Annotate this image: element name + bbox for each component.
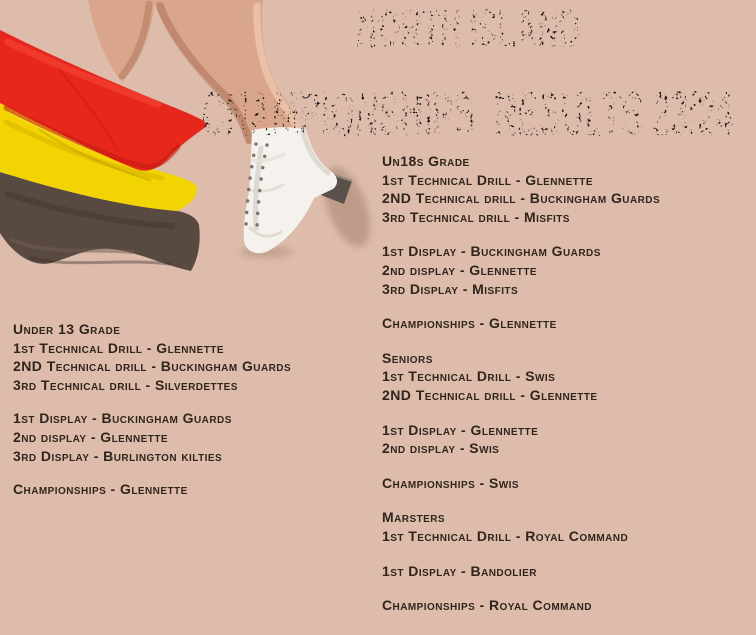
result-line: Championships - Swis [382,474,520,491]
flag [0,30,207,271]
marching-boot [239,127,370,258]
un18s-championships-group: Championships - Glennette [382,314,660,333]
un18s-display-group: 1st Display - Buckingham Guards 2nd disp… [382,242,660,298]
result-line: 1st Technical Drill - Swis [382,368,556,385]
result-line: 2nd display - Glennette [13,428,169,445]
result-line: Championships - Glennette [382,315,557,332]
under13-display-group: 1st Display - Buckingham Guards 2nd disp… [13,409,291,465]
result-line: 2nd display - Glennette [382,261,538,278]
result-line: 3rd Display - Misfits [382,280,519,297]
grade-heading: Marsters [382,509,446,526]
grade-heading: Seniors [382,349,433,366]
result-line: Championships - Glennette [13,481,188,498]
title-line1: NORTH ISLAND [356,0,580,59]
grade-heading: Under 13 Grade [13,321,121,337]
result-line: 2ND Technical drill - Buckingham Guards [13,358,292,375]
marcher-legs-flag-illustration [0,0,370,271]
seniors-championships-group: Championships - Swis [382,474,660,493]
result-line: 1st Technical Drill - Royal Command [382,527,629,544]
title-banner-line2: CHAMPIONSHIPS RESULTS 23/24 [202,80,733,149]
marsters-display-group: 1st Display - Bandolier [382,562,660,581]
flag-brown-stripe [0,172,200,271]
title-line2: CHAMPIONSHIPS RESULTS 23/24 [202,80,733,149]
result-line: 2nd display - Swis [382,440,500,457]
marsters-championships-group: Championships - Royal Command [382,596,660,615]
result-line: 1st Display - Buckingham Guards [382,243,601,260]
title-banner-line1: NORTH ISLAND [356,0,580,59]
result-line: 2ND Technical drill - Buckingham Guards [382,190,661,207]
result-line: 3rd Technical drill - Misfits [382,208,570,225]
result-line: 3rd Display - Burlington kilties [13,447,223,464]
result-line: 2ND Technical drill - Glennette [382,386,598,403]
seniors-technical-group: Seniors 1st Technical Drill - Swis 2ND T… [382,349,660,405]
grade-heading: Un18s Grade [382,153,470,169]
result-line: 3rd Technical drill - Silverdettes [13,376,238,393]
result-line: Championships - Royal Command [382,597,592,614]
seniors-display-group: 1st Display - Glennette 2nd display - Sw… [382,421,660,458]
under13-championships-group: Championships - Glennette [13,480,291,499]
result-line: 1st Display - Glennette [382,421,539,438]
result-line: 1st Display - Bandolier [382,562,537,579]
un18s-technical-group: Un18s Grade 1st Technical Drill - Glenne… [382,152,660,226]
results-right-column: Un18s Grade 1st Technical Drill - Glenne… [382,152,660,631]
flag-red-stripe [0,30,207,171]
legs [88,0,305,144]
back-leg-shape [88,0,155,82]
front-leg-shape [153,0,304,144]
result-line: 1st Technical Drill - Glennette [13,339,224,356]
under13-technical-group: Under 13 Grade 1st Technical Drill - Gle… [13,320,291,394]
result-line: 1st Display - Buckingham Guards [13,410,232,427]
results-left-column: Under 13 Grade 1st Technical Drill - Gle… [13,320,291,514]
result-line: 1st Technical Drill - Glennette [382,171,593,188]
marsters-technical-group: Marsters 1st Technical Drill - Royal Com… [382,508,660,545]
